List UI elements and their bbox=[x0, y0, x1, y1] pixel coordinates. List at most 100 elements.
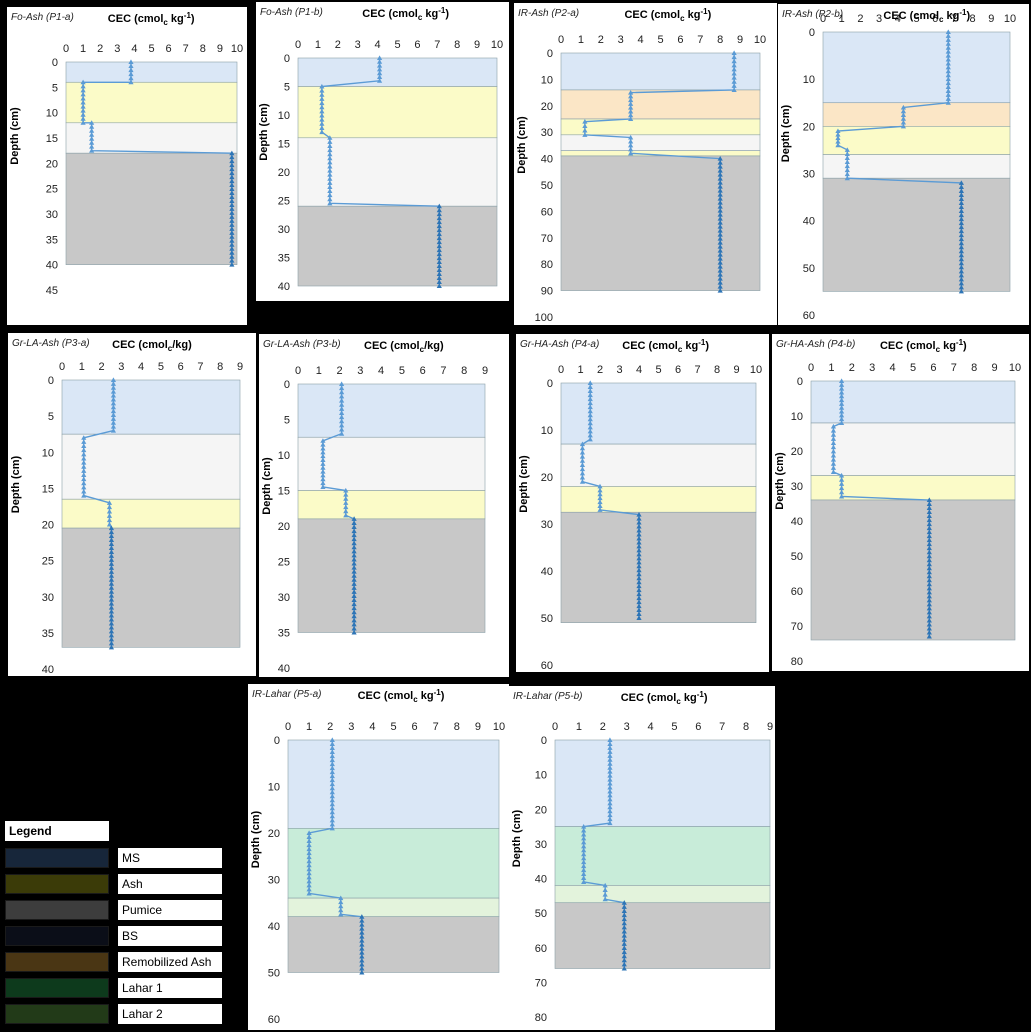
cec-point bbox=[436, 255, 442, 261]
cec-point bbox=[945, 80, 951, 86]
cec-point bbox=[835, 131, 841, 137]
legend-swatch bbox=[5, 952, 109, 972]
cec-point bbox=[229, 190, 235, 196]
cec-point bbox=[628, 112, 634, 118]
cec-point bbox=[329, 737, 335, 742]
y-tick-label: 30 bbox=[541, 127, 553, 139]
chart-panel-8: 0 1 2 3 4 5 6 7 8 9 10 0 10 20 30 40 50 60 70 80 Gr-HA-Ash (… bbox=[772, 334, 1029, 671]
x-tick-label: 3 bbox=[616, 364, 622, 376]
x-tick-label: 9 bbox=[988, 13, 994, 25]
cec-point bbox=[636, 603, 642, 609]
cec-point bbox=[607, 792, 613, 798]
cec-point bbox=[958, 184, 964, 189]
x-tick-label: 1 bbox=[316, 365, 322, 377]
cec-point bbox=[327, 163, 333, 169]
x-tick-label: 8 bbox=[200, 43, 206, 55]
cec-point bbox=[945, 37, 951, 42]
cec-point bbox=[351, 573, 357, 578]
cec-point bbox=[351, 569, 357, 574]
y-tick-label: 80 bbox=[541, 259, 553, 271]
y-tick-label: 0 bbox=[547, 48, 553, 60]
x-tick-label: 2 bbox=[327, 721, 333, 733]
cec-point bbox=[717, 232, 723, 237]
y-tick-label: 60 bbox=[268, 1014, 280, 1026]
cec-point bbox=[319, 121, 325, 126]
cec-point bbox=[108, 601, 115, 606]
cec-point bbox=[359, 953, 365, 959]
y-tick-label: 30 bbox=[46, 209, 58, 221]
y-axis-title: Depth (cm) bbox=[774, 452, 786, 510]
x-tick-label: 4 bbox=[375, 39, 381, 51]
y-tick-label: 80 bbox=[535, 1012, 547, 1024]
cec-point bbox=[581, 871, 587, 877]
cec-point bbox=[636, 547, 642, 553]
cec-point bbox=[581, 847, 587, 853]
cec-point bbox=[581, 855, 587, 861]
legend-label: MS bbox=[118, 848, 222, 868]
cec-point bbox=[958, 240, 964, 246]
cec-point bbox=[717, 200, 723, 205]
cec-point bbox=[229, 206, 235, 211]
cec-point bbox=[636, 595, 642, 601]
cec-point bbox=[320, 449, 326, 455]
cec-point bbox=[319, 100, 325, 106]
layer-band-lahar-2 bbox=[287, 897, 500, 917]
cec-point bbox=[81, 455, 87, 461]
y-tick-label: 20 bbox=[541, 472, 553, 484]
cec-point bbox=[306, 874, 312, 880]
cec-point bbox=[436, 215, 442, 221]
cec-point bbox=[581, 839, 587, 845]
cec-point bbox=[731, 79, 737, 84]
cec-point bbox=[621, 961, 627, 967]
x-tick-label: 2 bbox=[335, 39, 341, 51]
cec-point bbox=[229, 186, 235, 192]
x-tick-label: 2 bbox=[97, 43, 103, 55]
cec-point bbox=[717, 212, 723, 217]
x-tick-label: 7 bbox=[440, 365, 446, 377]
y-axis-title: Depth (cm) bbox=[250, 810, 262, 868]
cec-point bbox=[958, 188, 964, 193]
cec-point bbox=[306, 870, 312, 876]
cec-point bbox=[926, 565, 932, 571]
y-tick-label: 20 bbox=[791, 446, 803, 458]
cec-point bbox=[110, 416, 117, 421]
cec-point bbox=[839, 408, 845, 414]
cec-point bbox=[636, 611, 642, 617]
cec-point bbox=[343, 512, 349, 518]
cec-point bbox=[108, 585, 115, 590]
y-tick-label: 15 bbox=[42, 483, 54, 495]
cec-point bbox=[636, 523, 642, 529]
y-tick-label: 40 bbox=[278, 663, 290, 675]
cec-point bbox=[731, 50, 737, 55]
x-tick-label: 9 bbox=[475, 721, 481, 733]
y-tick-label: 20 bbox=[541, 101, 553, 113]
x-tick-label: 5 bbox=[148, 43, 154, 55]
cec-point bbox=[582, 127, 588, 133]
cec-point bbox=[81, 468, 87, 473]
x-tick-label: 9 bbox=[992, 362, 998, 374]
cec-point bbox=[582, 123, 588, 129]
x-tick-label: 2 bbox=[598, 34, 604, 46]
x-tick-label: 9 bbox=[482, 365, 488, 377]
cec-point bbox=[607, 765, 613, 770]
layer-band-ash bbox=[560, 486, 757, 513]
cec-point bbox=[359, 965, 365, 971]
cec-point bbox=[436, 231, 442, 237]
cec-point bbox=[81, 464, 87, 469]
cec-point bbox=[110, 420, 117, 425]
x-tick-label: 1 bbox=[828, 362, 834, 374]
cec-point bbox=[926, 573, 932, 579]
y-tick-label: 10 bbox=[803, 74, 815, 86]
x-tick-label: 3 bbox=[114, 43, 120, 55]
cec-point bbox=[621, 904, 627, 909]
cec-point bbox=[110, 389, 117, 394]
y-tick-label: 40 bbox=[535, 874, 547, 886]
cec-point bbox=[926, 601, 932, 607]
x-tick-label: 9 bbox=[733, 364, 739, 376]
cec-point bbox=[926, 557, 932, 563]
cec-point bbox=[839, 382, 845, 387]
cec-point bbox=[717, 164, 723, 169]
y-tick-label: 5 bbox=[52, 82, 58, 94]
cec-point bbox=[926, 521, 932, 527]
cec-point bbox=[926, 549, 932, 555]
